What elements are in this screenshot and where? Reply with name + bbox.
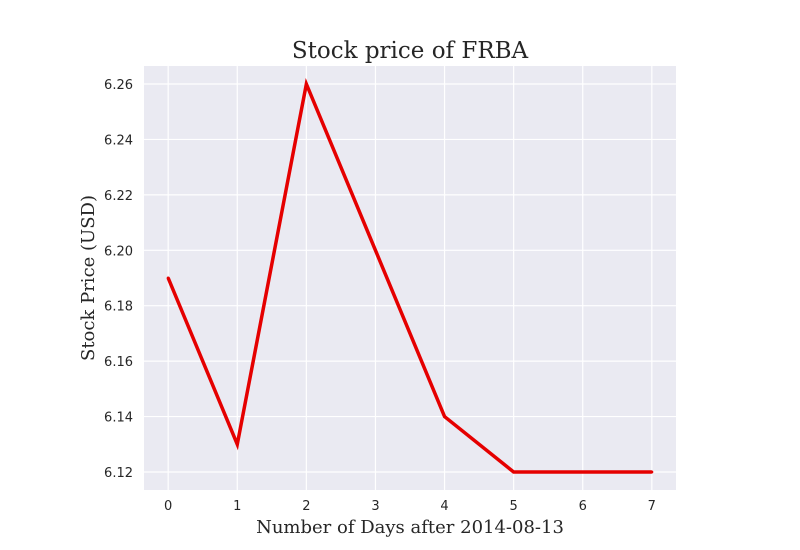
y-tick-label: 6.26	[104, 78, 133, 93]
data-point	[304, 82, 308, 86]
y-tick-label: 6.22	[104, 189, 133, 204]
x-tick-label: 5	[509, 499, 517, 514]
y-axis-label: Stock Price (USD)	[78, 195, 99, 361]
x-tick-label: 0	[164, 499, 172, 514]
x-tick-label: 1	[233, 499, 241, 514]
data-point	[512, 470, 516, 474]
data-point	[650, 470, 654, 474]
y-gridlines	[144, 83, 676, 473]
data-point	[373, 248, 377, 252]
y-tick-label: 6.20	[104, 244, 133, 259]
data-point	[581, 470, 585, 474]
series-line	[166, 77, 652, 474]
x-tick-label: 2	[302, 499, 310, 514]
chart-title: Stock price of FRBA	[292, 38, 529, 64]
x-gridlines	[167, 66, 653, 490]
y-tick-labels: 6.12 6.14 6.16 6.18 6.20 6.22 6.24 6.26	[104, 78, 133, 481]
series-layer	[166, 77, 654, 474]
y-tick-label: 6.12	[104, 466, 133, 481]
x-tick-label: 6	[579, 499, 587, 514]
y-tick-label: 6.24	[104, 133, 133, 148]
data-point	[166, 276, 170, 280]
data-point	[443, 415, 447, 419]
x-axis-label: Number of Days after 2014-08-13	[256, 517, 564, 538]
x-tick-labels: 0 1 2 3 4 5 6 7	[164, 499, 656, 514]
x-tick-label: 3	[371, 499, 379, 514]
x-tick-label: 4	[440, 499, 448, 514]
plot-area	[144, 66, 676, 490]
x-tick-label: 7	[648, 499, 656, 514]
y-tick-label: 6.18	[104, 300, 133, 315]
y-tick-label: 6.16	[104, 355, 133, 370]
y-tick-label: 6.14	[104, 411, 133, 426]
data-point	[235, 442, 239, 446]
